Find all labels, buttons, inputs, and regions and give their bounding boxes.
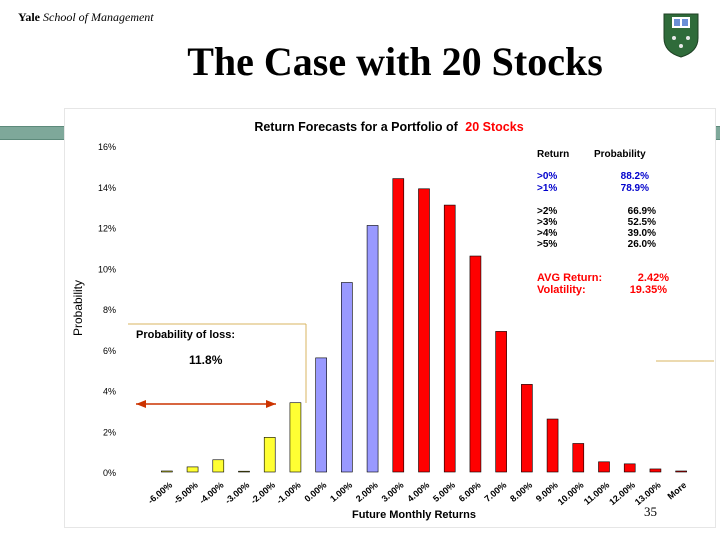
bar [572,443,585,473]
bar [649,468,662,473]
chart-title-highlight: 20 Stocks [465,120,523,134]
stats-row-return: >1% [537,183,557,194]
stats-row-probability: 78.9% [621,183,649,194]
org-name-bold: Yale [18,10,40,24]
bar [546,418,559,473]
avg-return-label: AVG Return: [537,272,602,284]
stats-row-probability: 39.0% [628,228,656,239]
x-tick-labels: -6.00%-5.00%-4.00%-3.00%-2.00%-1.00% 0.00… [146,480,689,507]
y-tick-label: 2% [103,427,116,437]
bar [675,470,687,473]
bar [366,225,379,473]
chart-frame [64,108,716,528]
y-tick-label: 0% [103,468,116,478]
y-tick-label: 14% [98,183,116,193]
x-tick-label: 10.00% [556,480,586,507]
y-tick-label: 16% [98,142,116,152]
y-tick-label: 4% [103,387,116,397]
y-axis-label: Probability [71,280,85,336]
x-tick-label: 4.00% [405,480,431,504]
volatility-value: 19.35% [630,284,668,296]
x-tick-label: 12.00% [607,480,637,507]
chart-axes: 0% 2% 4% 6% 8% 10% 12% 14% 16% [98,142,116,478]
x-axis-label: Future Monthly Returns [352,509,476,521]
x-tick-label: -6.00% [146,480,174,506]
chart-title: Return Forecasts for a Portfolio of 20 S… [254,120,523,134]
stats-row-return: >2% [537,206,557,217]
stats-col-return: Return [537,149,569,160]
x-tick-label: -2.00% [249,480,277,506]
x-tick-label: 5.00% [431,480,457,504]
x-tick-label: 1.00% [328,480,354,504]
x-tick-label: More [666,480,689,501]
bar [469,255,482,473]
bar [495,331,507,473]
y-tick-label: 8% [103,305,116,315]
slide-title: The Case with 20 Stocks [187,39,603,84]
summary-stats: AVG Return: 2.42% Volatility: 19.35% [537,272,669,296]
arrow-right-icon [266,400,276,408]
stats-row-probability: 26.0% [628,239,656,250]
bar [238,470,250,473]
x-tick-label: 11.00% [582,480,611,507]
return-forecast-chart: Return Forecasts for a Portfolio of 20 S… [71,120,714,521]
x-tick-label: -3.00% [223,480,251,506]
x-tick-label: 6.00% [457,480,483,504]
avg-return-value: 2.42% [638,272,669,284]
bar [623,463,636,473]
x-tick-label: 3.00% [380,480,406,504]
y-tick-label: 6% [103,346,116,356]
x-tick-label: -1.00% [274,480,302,506]
bar [521,384,533,473]
stats-row-return: >5% [537,239,557,250]
x-tick-label: 2.00% [354,480,380,504]
arrow-left-icon [136,400,146,408]
bar [289,402,302,473]
loss-box-value: 11.8% [189,353,223,367]
stats-row-probability: 88.2% [621,171,649,182]
x-tick-label: -5.00% [172,480,200,506]
bar [443,204,456,473]
chart-title-prefix: Return Forecasts for a Portfolio of [254,120,458,134]
page-number: 35 [644,504,657,519]
x-tick-label: 0.00% [302,480,328,504]
stats-row-return: >0% [537,171,557,182]
bar [341,282,353,473]
stats-col-probability: Probability [594,149,646,160]
yale-som-crest-icon [663,13,699,58]
bar [263,437,276,473]
stats-row-return: >3% [537,217,557,228]
bar [315,357,327,473]
y-tick-label: 10% [98,264,116,274]
bar [418,188,430,473]
x-tick-label: -4.00% [197,480,225,506]
bar [212,459,225,473]
stats-table: Return Probability >0% 88.2% >1% 78.9% >… [537,149,656,250]
chart-bars [161,178,687,473]
bar [161,470,173,473]
loss-callout: Probability of loss: 11.8% [128,323,307,408]
loss-box-label: Probability of loss: [136,329,235,341]
stats-row-return: >4% [537,228,557,239]
bar [392,178,405,473]
x-tick-label: 8.00% [508,480,534,504]
org-name-italic: School of Management [43,10,154,24]
stats-row-probability: 66.9% [628,206,656,217]
x-tick-label: 7.00% [482,480,508,504]
bar [598,461,610,473]
volatility-label: Volatility: [537,284,586,296]
organization-label: Yale School of Management [18,10,154,25]
bar [186,466,199,473]
stats-row-probability: 52.5% [628,217,656,228]
y-tick-label: 12% [98,224,116,234]
